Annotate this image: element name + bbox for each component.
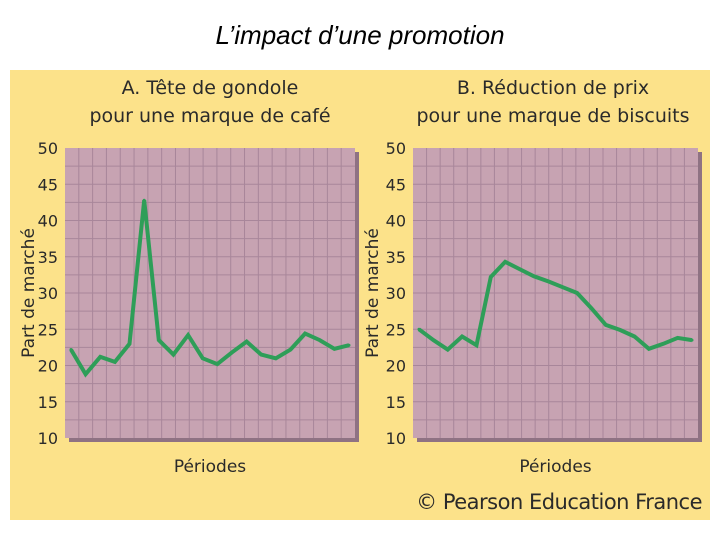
chart-a-data-point <box>113 360 117 364</box>
chart-a-data-point <box>303 332 307 336</box>
chart-b-data-point <box>633 335 637 338</box>
chart-b-title-line1: B. Réduction de prix <box>457 77 649 99</box>
chart-a-data-point <box>84 372 88 376</box>
chart-b-ylabel: Part de marché <box>363 228 383 358</box>
chart-a-data-point <box>201 356 205 360</box>
chart-a-ytick-label: 15 <box>38 393 58 412</box>
chart-b-data-point <box>546 279 550 283</box>
chart-a-data-point <box>128 342 132 346</box>
chart-b-data-point <box>503 260 507 264</box>
chart-b-data-point <box>618 328 622 332</box>
chart-a-ytick-label: 50 <box>38 139 58 158</box>
chart-a-ytick-label: 35 <box>38 248 58 267</box>
chart-b-data-point <box>604 323 608 327</box>
slide-title: L’impact d’une promotion <box>215 20 505 50</box>
chart-a-data-point <box>274 356 278 360</box>
chart-b-data-point <box>460 335 464 338</box>
chart-b-data-point <box>518 267 522 271</box>
chart-a-ytick-label: 20 <box>38 357 58 376</box>
chart-b-series-line <box>417 259 693 353</box>
chart-a-data-point <box>98 355 102 359</box>
chart-b-data-point <box>676 336 680 340</box>
chart-b-ytick-label: 15 <box>386 393 406 412</box>
chart-b-data-point <box>575 291 579 295</box>
chart-a-data-point <box>245 340 249 344</box>
chart-a-ytick-label: 25 <box>38 320 58 339</box>
chart-a-data-point <box>332 347 336 351</box>
chart-b-ytick-label: 50 <box>386 139 406 158</box>
chart-b-data-point <box>431 338 435 342</box>
chart-a-data-point <box>157 338 161 342</box>
chart-a-data-point <box>171 353 175 357</box>
chart-b-ytick-label: 30 <box>386 284 406 303</box>
chart-a-title-line2: pour une marque de café <box>89 105 330 127</box>
chart-b-title-line2: pour une marque de biscuits <box>417 105 690 127</box>
chart-b-ytick-label: 40 <box>386 212 406 231</box>
chart-a-ytick-label: 10 <box>38 429 58 448</box>
figure-canvas: A. Tête de gondole pour une marque de caf… <box>19 77 702 477</box>
chart-a-data-point <box>69 348 73 352</box>
chart-a-ylabel: Part de marché <box>19 228 39 358</box>
chart-b-data-point <box>489 275 493 279</box>
chart-a-data-point <box>142 198 146 202</box>
chart-a-title-line1: A. Tête de gondole <box>122 77 299 99</box>
chart-b-data-point <box>690 338 694 342</box>
chart-a-data-point <box>215 362 219 366</box>
chart-b-xlabel: Périodes <box>519 457 591 477</box>
chart-a-data-point <box>186 333 190 337</box>
chart-a-data-point <box>288 348 292 352</box>
chart-a-ytick-label: 40 <box>38 212 58 231</box>
chart-b-data-point <box>532 274 536 278</box>
chart-b-data-point <box>417 327 421 331</box>
chart-b-ytick-label: 35 <box>386 248 406 267</box>
chart-b-ytick-label: 45 <box>386 175 406 194</box>
chart-b-data-point <box>446 348 450 352</box>
chart-a-data-point <box>318 338 322 342</box>
chart-a-data-point <box>259 353 263 357</box>
chart-b-ytick-label: 10 <box>386 429 406 448</box>
chart-b-data-point <box>474 343 478 347</box>
chart-b-data-point <box>589 306 593 310</box>
chart-b-data-point <box>561 285 565 289</box>
chart-a-ytick-label: 30 <box>38 284 58 303</box>
chart-a-ytick-label: 45 <box>38 175 58 194</box>
figure-panel: A. Tête de gondole pour une marque de caf… <box>10 70 710 520</box>
copyright-notice: © Pearson Education France <box>416 490 702 514</box>
chart-a-data-point <box>230 350 234 354</box>
chart-b-ytick-label: 25 <box>386 320 406 339</box>
chart-b-ytick-label: 20 <box>386 357 406 376</box>
chart-a-data-point <box>347 343 351 347</box>
chart-a-series-line <box>69 199 350 378</box>
chart-a-xlabel: Périodes <box>174 457 246 477</box>
chart-b-data-point <box>661 342 665 346</box>
chart-b-data-point <box>647 347 651 351</box>
